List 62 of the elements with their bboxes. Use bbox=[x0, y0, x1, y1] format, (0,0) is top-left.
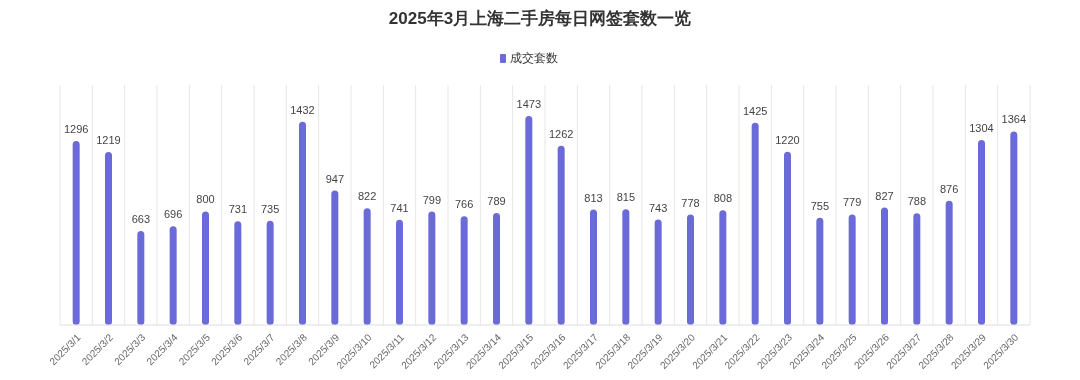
data-label: 778 bbox=[681, 196, 700, 209]
bar bbox=[848, 214, 856, 325]
bar bbox=[266, 220, 274, 325]
bar bbox=[816, 217, 824, 325]
data-label: 799 bbox=[422, 193, 442, 206]
data-label: 1262 bbox=[548, 127, 574, 140]
bar bbox=[881, 207, 888, 325]
data-label: 663 bbox=[131, 212, 151, 225]
data-label: 813 bbox=[584, 191, 603, 204]
chart-title: 2025年3月上海二手房每日网签套数一览 bbox=[388, 9, 692, 28]
data-label: 1364 bbox=[1001, 113, 1027, 126]
bar bbox=[428, 211, 436, 325]
data-label: 1432 bbox=[290, 103, 315, 116]
bar bbox=[169, 226, 177, 325]
data-label: 741 bbox=[390, 201, 409, 214]
bar bbox=[396, 219, 403, 325]
bar bbox=[719, 210, 727, 325]
bar bbox=[945, 200, 953, 325]
bar bbox=[137, 230, 145, 325]
bar bbox=[105, 151, 112, 325]
data-label: 808 bbox=[713, 192, 733, 205]
data-label: 822 bbox=[357, 190, 377, 203]
data-label: 1473 bbox=[516, 97, 542, 110]
data-label: 755 bbox=[810, 199, 830, 212]
data-label: 788 bbox=[907, 195, 927, 208]
bar bbox=[331, 190, 339, 325]
data-label: 827 bbox=[875, 189, 894, 202]
data-label: 789 bbox=[487, 195, 506, 207]
data-label: 766 bbox=[454, 198, 474, 211]
data-label: 815 bbox=[616, 191, 636, 204]
bar bbox=[622, 209, 630, 325]
data-label: 1296 bbox=[63, 123, 89, 136]
data-label: 696 bbox=[163, 208, 183, 221]
bar bbox=[913, 213, 921, 325]
bar bbox=[234, 221, 242, 325]
bar bbox=[493, 213, 500, 325]
data-label: 779 bbox=[842, 196, 862, 209]
data-label: 1425 bbox=[742, 104, 768, 117]
bar bbox=[590, 209, 597, 325]
bar bbox=[784, 151, 791, 325]
bar bbox=[525, 115, 533, 325]
bar bbox=[72, 141, 80, 325]
bar bbox=[460, 216, 468, 325]
bar bbox=[687, 214, 694, 325]
bar bbox=[978, 139, 985, 325]
legend-label: 成交套数 bbox=[510, 51, 558, 65]
bar bbox=[1010, 131, 1018, 325]
bar bbox=[557, 145, 565, 325]
data-label: 1220 bbox=[775, 133, 800, 146]
data-label: 947 bbox=[325, 172, 345, 185]
data-label: 731 bbox=[228, 203, 248, 216]
bar bbox=[299, 121, 306, 325]
bar bbox=[751, 122, 759, 325]
data-label: 876 bbox=[939, 182, 959, 195]
data-label: 1219 bbox=[96, 133, 121, 146]
data-label: 1304 bbox=[969, 121, 994, 134]
bar bbox=[654, 219, 662, 325]
data-label: 800 bbox=[196, 193, 215, 206]
data-label: 735 bbox=[260, 202, 280, 215]
bar bbox=[202, 211, 209, 325]
bar bbox=[363, 208, 371, 325]
data-label: 743 bbox=[648, 201, 668, 214]
